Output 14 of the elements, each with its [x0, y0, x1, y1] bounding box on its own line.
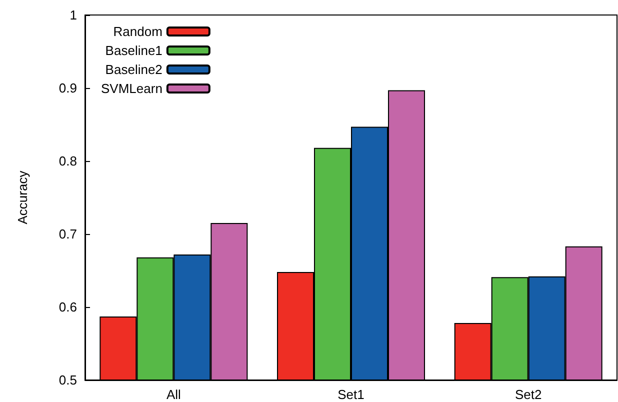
y-axis-title: Accuracy	[15, 170, 30, 224]
y-tick-label: 0.9	[58, 80, 77, 96]
y-tick-label: 0.8	[58, 154, 77, 168]
y-tick-label: 0.7	[58, 226, 77, 242]
y-tick-label: 0.5	[58, 372, 77, 388]
x-tick-label: All	[166, 387, 181, 402]
x-tick-label: Set1	[338, 387, 364, 402]
legend-label: Baseline2	[105, 62, 162, 77]
legend-label: SVMLearn	[101, 81, 162, 96]
legend-label: Baseline1	[105, 43, 162, 58]
y-tick-label: 1	[70, 8, 77, 22]
y-tick-label: 0.6	[58, 300, 77, 314]
legend-label: Random	[113, 24, 162, 39]
x-tick-label: Set2	[514, 387, 542, 402]
